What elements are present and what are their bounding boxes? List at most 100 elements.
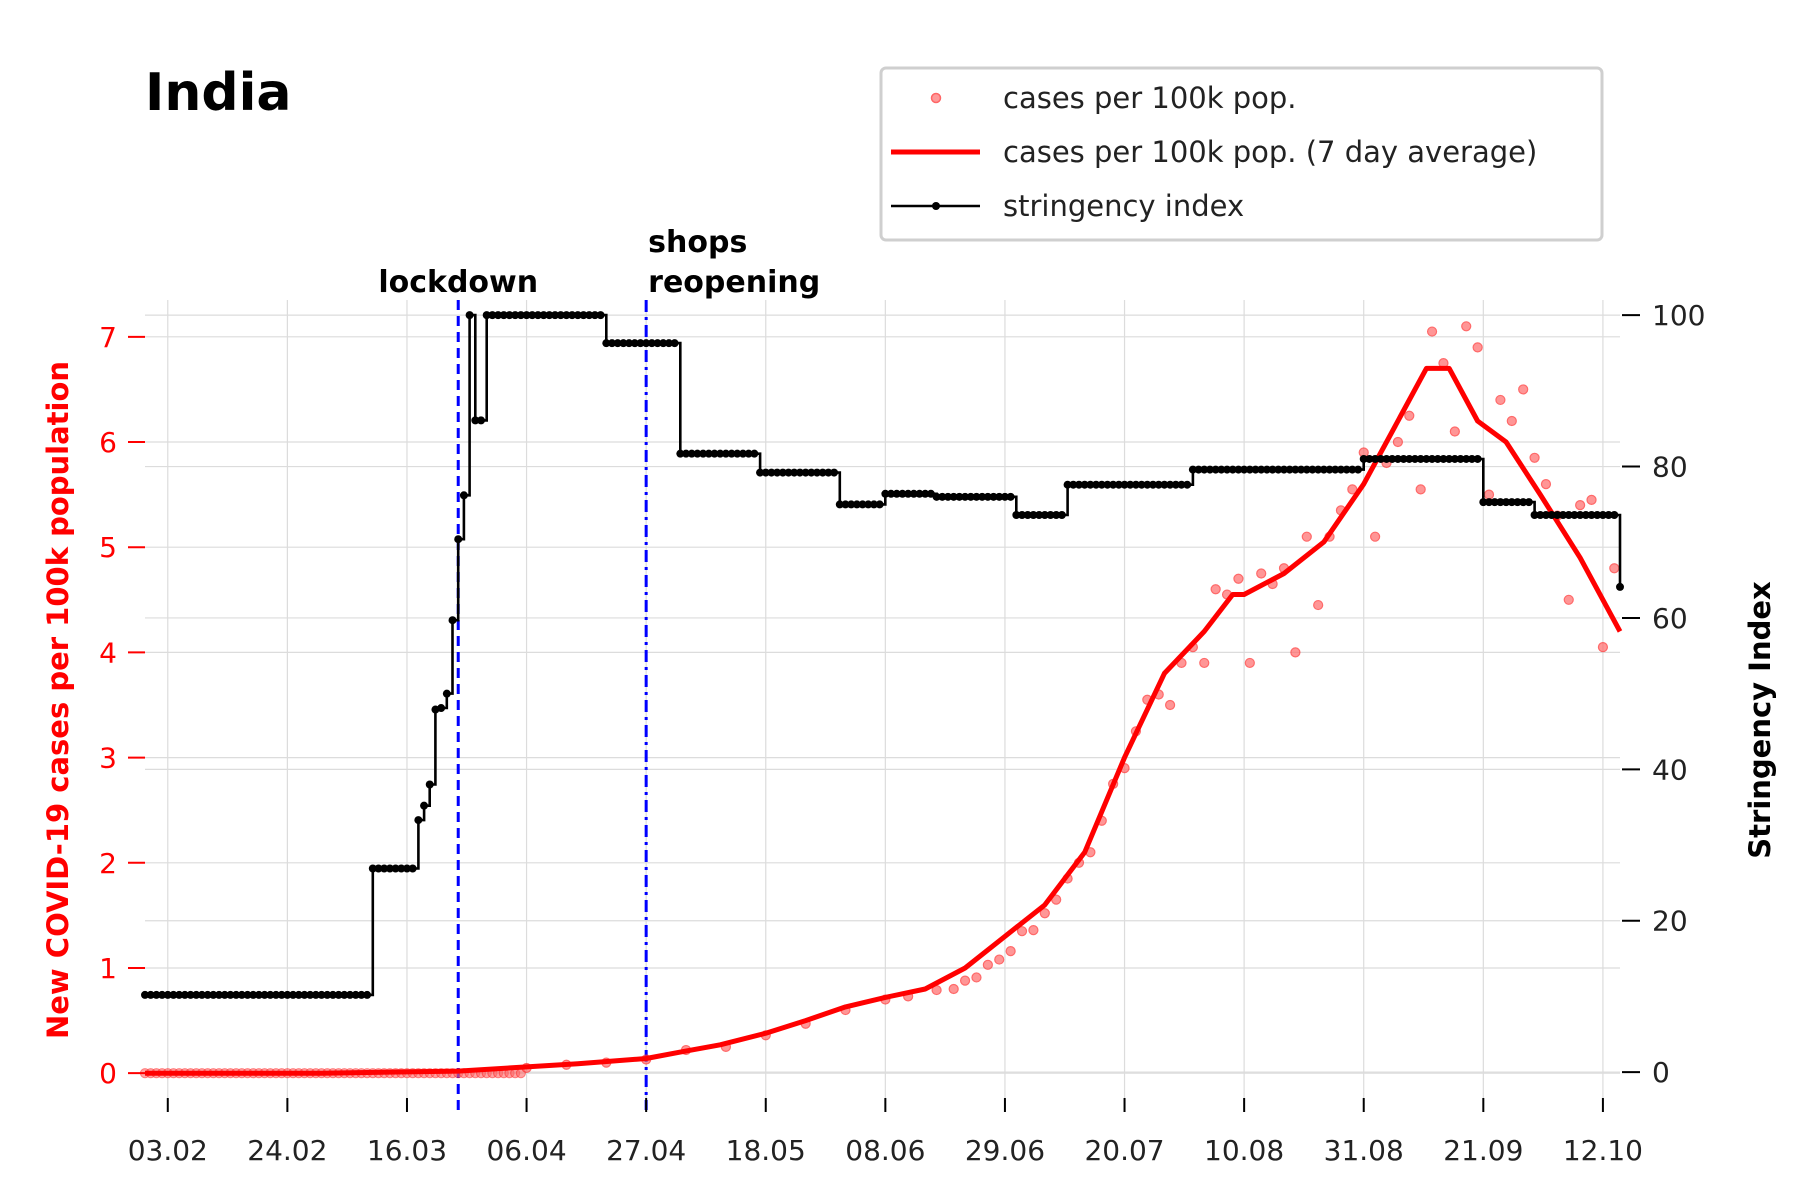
stringency-dot [995, 492, 1004, 501]
case-dot [1313, 599, 1324, 611]
y-left-tick-label: 5 [99, 531, 117, 564]
stringency-dot [323, 990, 332, 999]
stringency-dot [402, 864, 411, 873]
stringency-dot [300, 990, 309, 999]
stringency-dot [317, 990, 326, 999]
stringency-dot [932, 492, 941, 501]
stringency-dot [425, 780, 434, 789]
stringency-dot [397, 864, 406, 873]
y-right-tick-label: 0 [1652, 1056, 1670, 1089]
case-dot [1164, 699, 1176, 711]
stringency-dot [830, 468, 839, 477]
case-dot [1210, 584, 1221, 595]
stringency-dot [983, 492, 992, 501]
y-right-tick-label: 40 [1652, 753, 1688, 786]
stringency-dot [1040, 510, 1049, 519]
case-dot [1415, 484, 1426, 495]
stringency-dot [972, 492, 981, 501]
chart-title: India [145, 63, 292, 123]
stringency-dot [1319, 465, 1328, 474]
stringency-dot [363, 990, 372, 999]
stringency-dot [158, 990, 167, 999]
stringency-dot [1006, 492, 1015, 501]
case-dot [1256, 568, 1267, 579]
stringency-dot [1376, 454, 1385, 463]
stringency-dot [1456, 454, 1465, 463]
stringency-dot [351, 990, 360, 999]
stringency-dot [141, 990, 149, 999]
stringency-dot [488, 311, 497, 320]
stringency-dot [642, 339, 651, 348]
stringency-dot [516, 311, 525, 320]
stringency-dot [1399, 454, 1408, 463]
y-left-tick-label: 1 [99, 952, 117, 985]
y-right-tick-label: 60 [1652, 602, 1688, 635]
stringency-dot [613, 339, 622, 348]
stringency-dot [1524, 498, 1533, 507]
stringency-dot [1530, 510, 1539, 519]
stringency-dot [1194, 465, 1203, 474]
axes: 03.02 24.02 16.03 06.04 27.04 18.05 08.06 29.06… [99, 299, 1705, 1167]
case-dot [1404, 410, 1415, 421]
stringency-dot [1576, 510, 1585, 519]
stringency-dot [420, 801, 429, 810]
y-right-axis-label: Stringency Index [1743, 581, 1777, 859]
stringency-dot [1382, 454, 1391, 463]
stringency-dot [163, 990, 172, 999]
stringency-dot [1485, 498, 1494, 507]
stringency-dot [943, 492, 952, 501]
case-dot [1392, 436, 1403, 448]
case-dot [1039, 908, 1050, 919]
case-dot [1347, 484, 1358, 495]
stringency-dot [442, 689, 451, 698]
x-tick-label: 12.10 [1563, 1134, 1643, 1167]
stringency-dot [1507, 498, 1516, 507]
stringency-dot [1171, 480, 1180, 489]
stringency-dot [670, 339, 679, 348]
stringency-dot [414, 816, 423, 825]
stringency-dot [1359, 454, 1368, 463]
stringency-dot [602, 339, 611, 348]
stringency-dot [1137, 480, 1146, 489]
case-dot [1028, 925, 1039, 936]
stringency-dot [232, 990, 241, 999]
stringency-dot [220, 990, 229, 999]
stringency-dot [1547, 510, 1556, 519]
event-label: reopening [648, 265, 820, 300]
stringency-dot [511, 311, 520, 320]
case-dot [1575, 500, 1586, 511]
stringency-dot [1268, 465, 1277, 474]
case-dot [1529, 452, 1540, 463]
stringency-dot [1365, 454, 1374, 463]
stringency-dot [283, 990, 292, 999]
stringency-dot [961, 492, 970, 501]
stringency-dot [1069, 480, 1078, 489]
case-dot [1301, 531, 1312, 542]
stringency-dot [1211, 465, 1220, 474]
stringency-dot [533, 311, 542, 320]
stringency-dot [625, 339, 634, 348]
stringency-dot [915, 489, 924, 498]
stringency-dot [1519, 498, 1528, 507]
stringency-dot [528, 311, 537, 320]
stringency-dot [573, 311, 582, 320]
legend: cases per 100k pop. cases per 100k pop. … [879, 66, 1604, 242]
legend-box [879, 66, 1604, 242]
stringency-dot [556, 311, 565, 320]
stringency-dot [1587, 510, 1596, 519]
stringency-dot [1160, 480, 1169, 489]
stringency-dot [482, 311, 491, 320]
case-dot [1233, 573, 1244, 584]
stringency-dot [813, 468, 822, 477]
stringency-dot [938, 492, 947, 501]
stringency-dot [1149, 480, 1158, 489]
stringency-dot [505, 311, 514, 320]
stringency-dot [243, 990, 252, 999]
stringency-dot [887, 489, 896, 498]
stringency-dot [716, 449, 725, 458]
stringency-dot [1092, 480, 1101, 489]
case-dot [994, 954, 1005, 965]
stringency-dot [368, 864, 377, 873]
stringency-dot [784, 468, 793, 477]
stringency-dot [875, 500, 884, 509]
